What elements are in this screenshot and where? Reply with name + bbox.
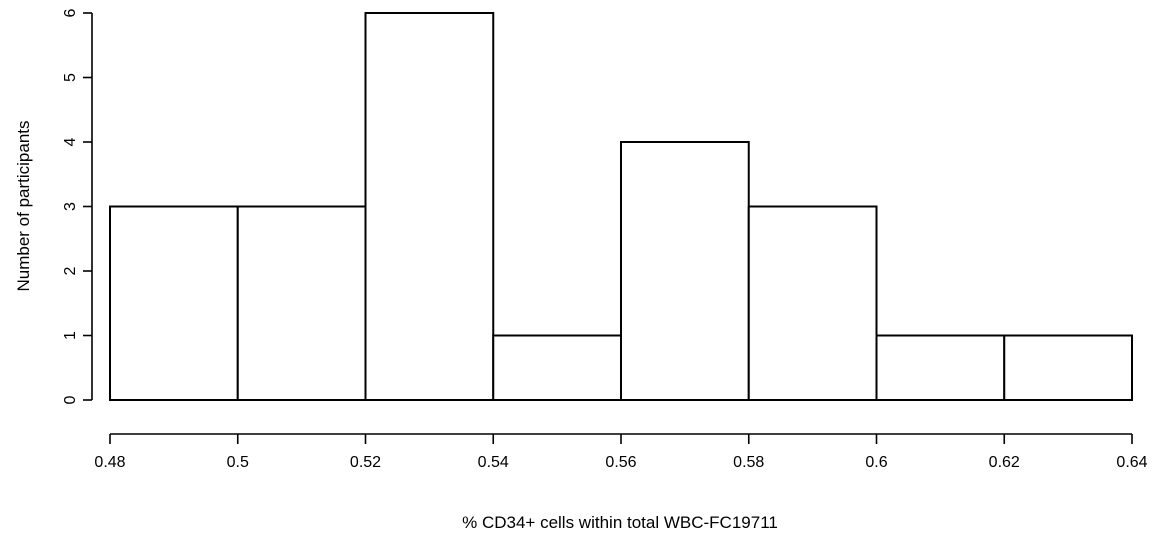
histogram-bar-6 bbox=[747, 205, 878, 401]
y-axis-title: Number of participants bbox=[14, 120, 33, 291]
y-tick-label: 4 bbox=[62, 137, 79, 146]
x-tick-label: 0.54 bbox=[478, 454, 509, 471]
histogram-bar-3 bbox=[364, 12, 495, 401]
y-tick-label: 3 bbox=[62, 202, 79, 211]
histogram-bars bbox=[109, 12, 1133, 401]
histogram-bar-8 bbox=[1003, 334, 1133, 401]
x-tick-label: 0.6 bbox=[865, 454, 887, 471]
x-tick-label: 0.56 bbox=[605, 454, 636, 471]
y-tick-label: 6 bbox=[62, 8, 79, 17]
histogram-bar-1 bbox=[109, 205, 239, 401]
histogram-bar-2 bbox=[236, 205, 367, 401]
x-tick-label: 0.62 bbox=[989, 454, 1020, 471]
histogram-bar-5 bbox=[620, 141, 750, 401]
histogram-bar-7 bbox=[875, 334, 1006, 401]
y-tick-label: 2 bbox=[62, 266, 79, 275]
x-tick-label: 0.52 bbox=[350, 454, 381, 471]
x-tick-label: 0.48 bbox=[94, 454, 125, 471]
y-axis: 0 1 2 3 4 5 6 bbox=[62, 8, 93, 404]
histogram-bar-4 bbox=[492, 334, 622, 401]
x-tick-label: 0.64 bbox=[1116, 454, 1147, 471]
y-tick-label: 1 bbox=[62, 331, 79, 340]
x-tick-label: 0.5 bbox=[227, 454, 249, 471]
x-tick-label: 0.58 bbox=[733, 454, 764, 471]
x-axis-title: % CD34+ cells within total WBC-FC19711 bbox=[462, 513, 778, 532]
y-tick-label: 0 bbox=[62, 395, 79, 404]
x-axis: 0.48 0.5 0.52 0.54 0.56 0.58 0.6 0.62 0.64 bbox=[94, 433, 1148, 471]
y-tick-label: 5 bbox=[62, 73, 79, 82]
